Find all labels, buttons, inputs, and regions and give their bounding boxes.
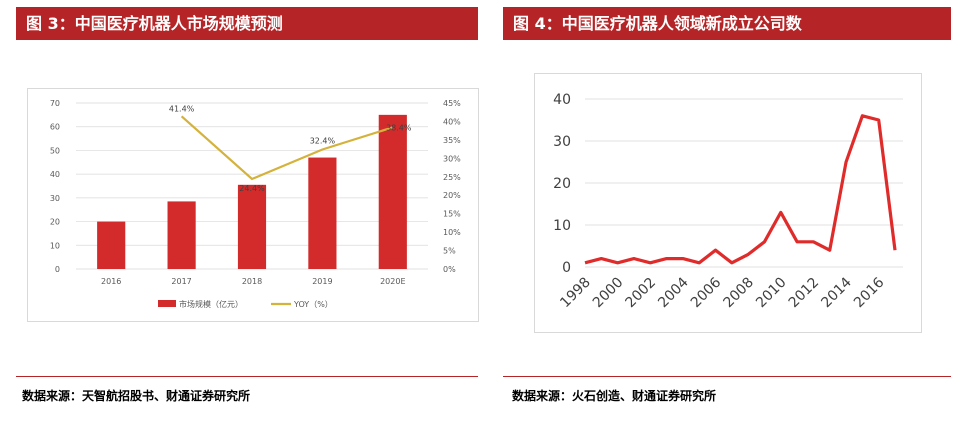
y-tick-label: 30	[50, 194, 60, 203]
y2-tick-label: 30%	[443, 154, 461, 163]
x-tick-label: 2018	[242, 277, 262, 286]
x-tick-label: 2014	[818, 274, 855, 311]
y2-tick-label: 40%	[443, 117, 461, 126]
y2-tick-label: 15%	[443, 210, 461, 219]
y-tick-label: 20	[50, 218, 60, 227]
y-tick-label: 50	[50, 146, 60, 155]
bar	[378, 114, 407, 269]
x-tick-label: 2010	[753, 275, 790, 312]
x-tick-label: 2020E	[380, 277, 405, 286]
legend-bar-label: 市场规模（亿元）	[179, 299, 243, 309]
y2-tick-label: 0%	[443, 265, 456, 274]
y-tick-label: 40	[50, 170, 60, 179]
bar	[167, 201, 196, 269]
y-tick-label: 0	[562, 260, 571, 276]
x-tick-label: 2016	[101, 277, 121, 286]
y-tick-label: 0	[55, 265, 60, 274]
yoy-data-label: 41.4%	[169, 104, 195, 113]
new-companies-chart: 0 10 20 30 40 1998 2000 2002 2004 2006 2008 2010 201…	[534, 73, 922, 333]
new-companies-chart-svg: 0102030401998200020022004200620082010201…	[553, 92, 903, 312]
x-tick-label: 2004	[655, 274, 692, 311]
market-size-chart: 0 10 20 30 40 50 60 70 0% 5% 10% 15% 20% 25% 30% 35% 40%…	[27, 88, 479, 322]
left-source-rule	[16, 376, 478, 377]
y-tick-label: 10	[553, 218, 571, 234]
x-tick-label: 2002	[623, 275, 660, 312]
yoy-data-label: 24.4%	[239, 184, 265, 193]
market-size-chart-svg: 0 10 20 30 40 50 60 70 0% 5% 10% 15% 20% 25% 30% 35% 40%…	[50, 99, 461, 309]
right-source-note: 数据来源：火石创造、财通证券研究所	[512, 389, 717, 403]
y-tick-label: 60	[50, 123, 60, 132]
left-source-note: 数据来源：天智航招股书、财通证券研究所	[22, 389, 251, 403]
bar	[308, 157, 337, 269]
x-tick-label: 2017	[171, 277, 191, 286]
right-source-rule	[503, 376, 951, 377]
y2-tick-label: 5%	[443, 247, 456, 256]
y-tick-label: 70	[50, 99, 60, 108]
x-tick-label: 2019	[312, 277, 332, 286]
y2-tick-label: 25%	[443, 173, 461, 182]
companies-line	[584, 114, 897, 265]
y2-tick-label: 10%	[443, 228, 461, 237]
x-tick-label: 2000	[590, 275, 627, 312]
legend-line-label: YOY（%）	[293, 300, 333, 309]
left-figure-title: 图 3：中国医疗机器人市场规模预测	[16, 7, 478, 40]
y-tick-label: 30	[553, 134, 571, 150]
bar	[97, 221, 126, 269]
x-tick-label: 2016	[851, 274, 888, 311]
x-tick-label: 2012	[786, 275, 823, 312]
y2-tick-label: 45%	[443, 99, 461, 108]
y2-tick-label: 35%	[443, 136, 461, 145]
y-tick-label: 10	[50, 241, 60, 250]
legend-bar-swatch	[158, 300, 176, 307]
yoy-line	[180, 115, 394, 181]
x-tick-label: 2008	[720, 275, 757, 312]
y2-tick-label: 20%	[443, 191, 461, 200]
y-tick-label: 20	[553, 176, 571, 192]
yoy-data-label: 38.4%	[386, 123, 412, 132]
bar	[237, 184, 267, 269]
x-tick-label: 1998	[557, 275, 594, 312]
x-tick-label: 2006	[688, 274, 725, 311]
yoy-data-label: 32.4%	[310, 136, 336, 145]
y-tick-label: 40	[553, 92, 571, 108]
right-figure-title: 图 4：中国医疗机器人领域新成立公司数	[503, 7, 951, 40]
